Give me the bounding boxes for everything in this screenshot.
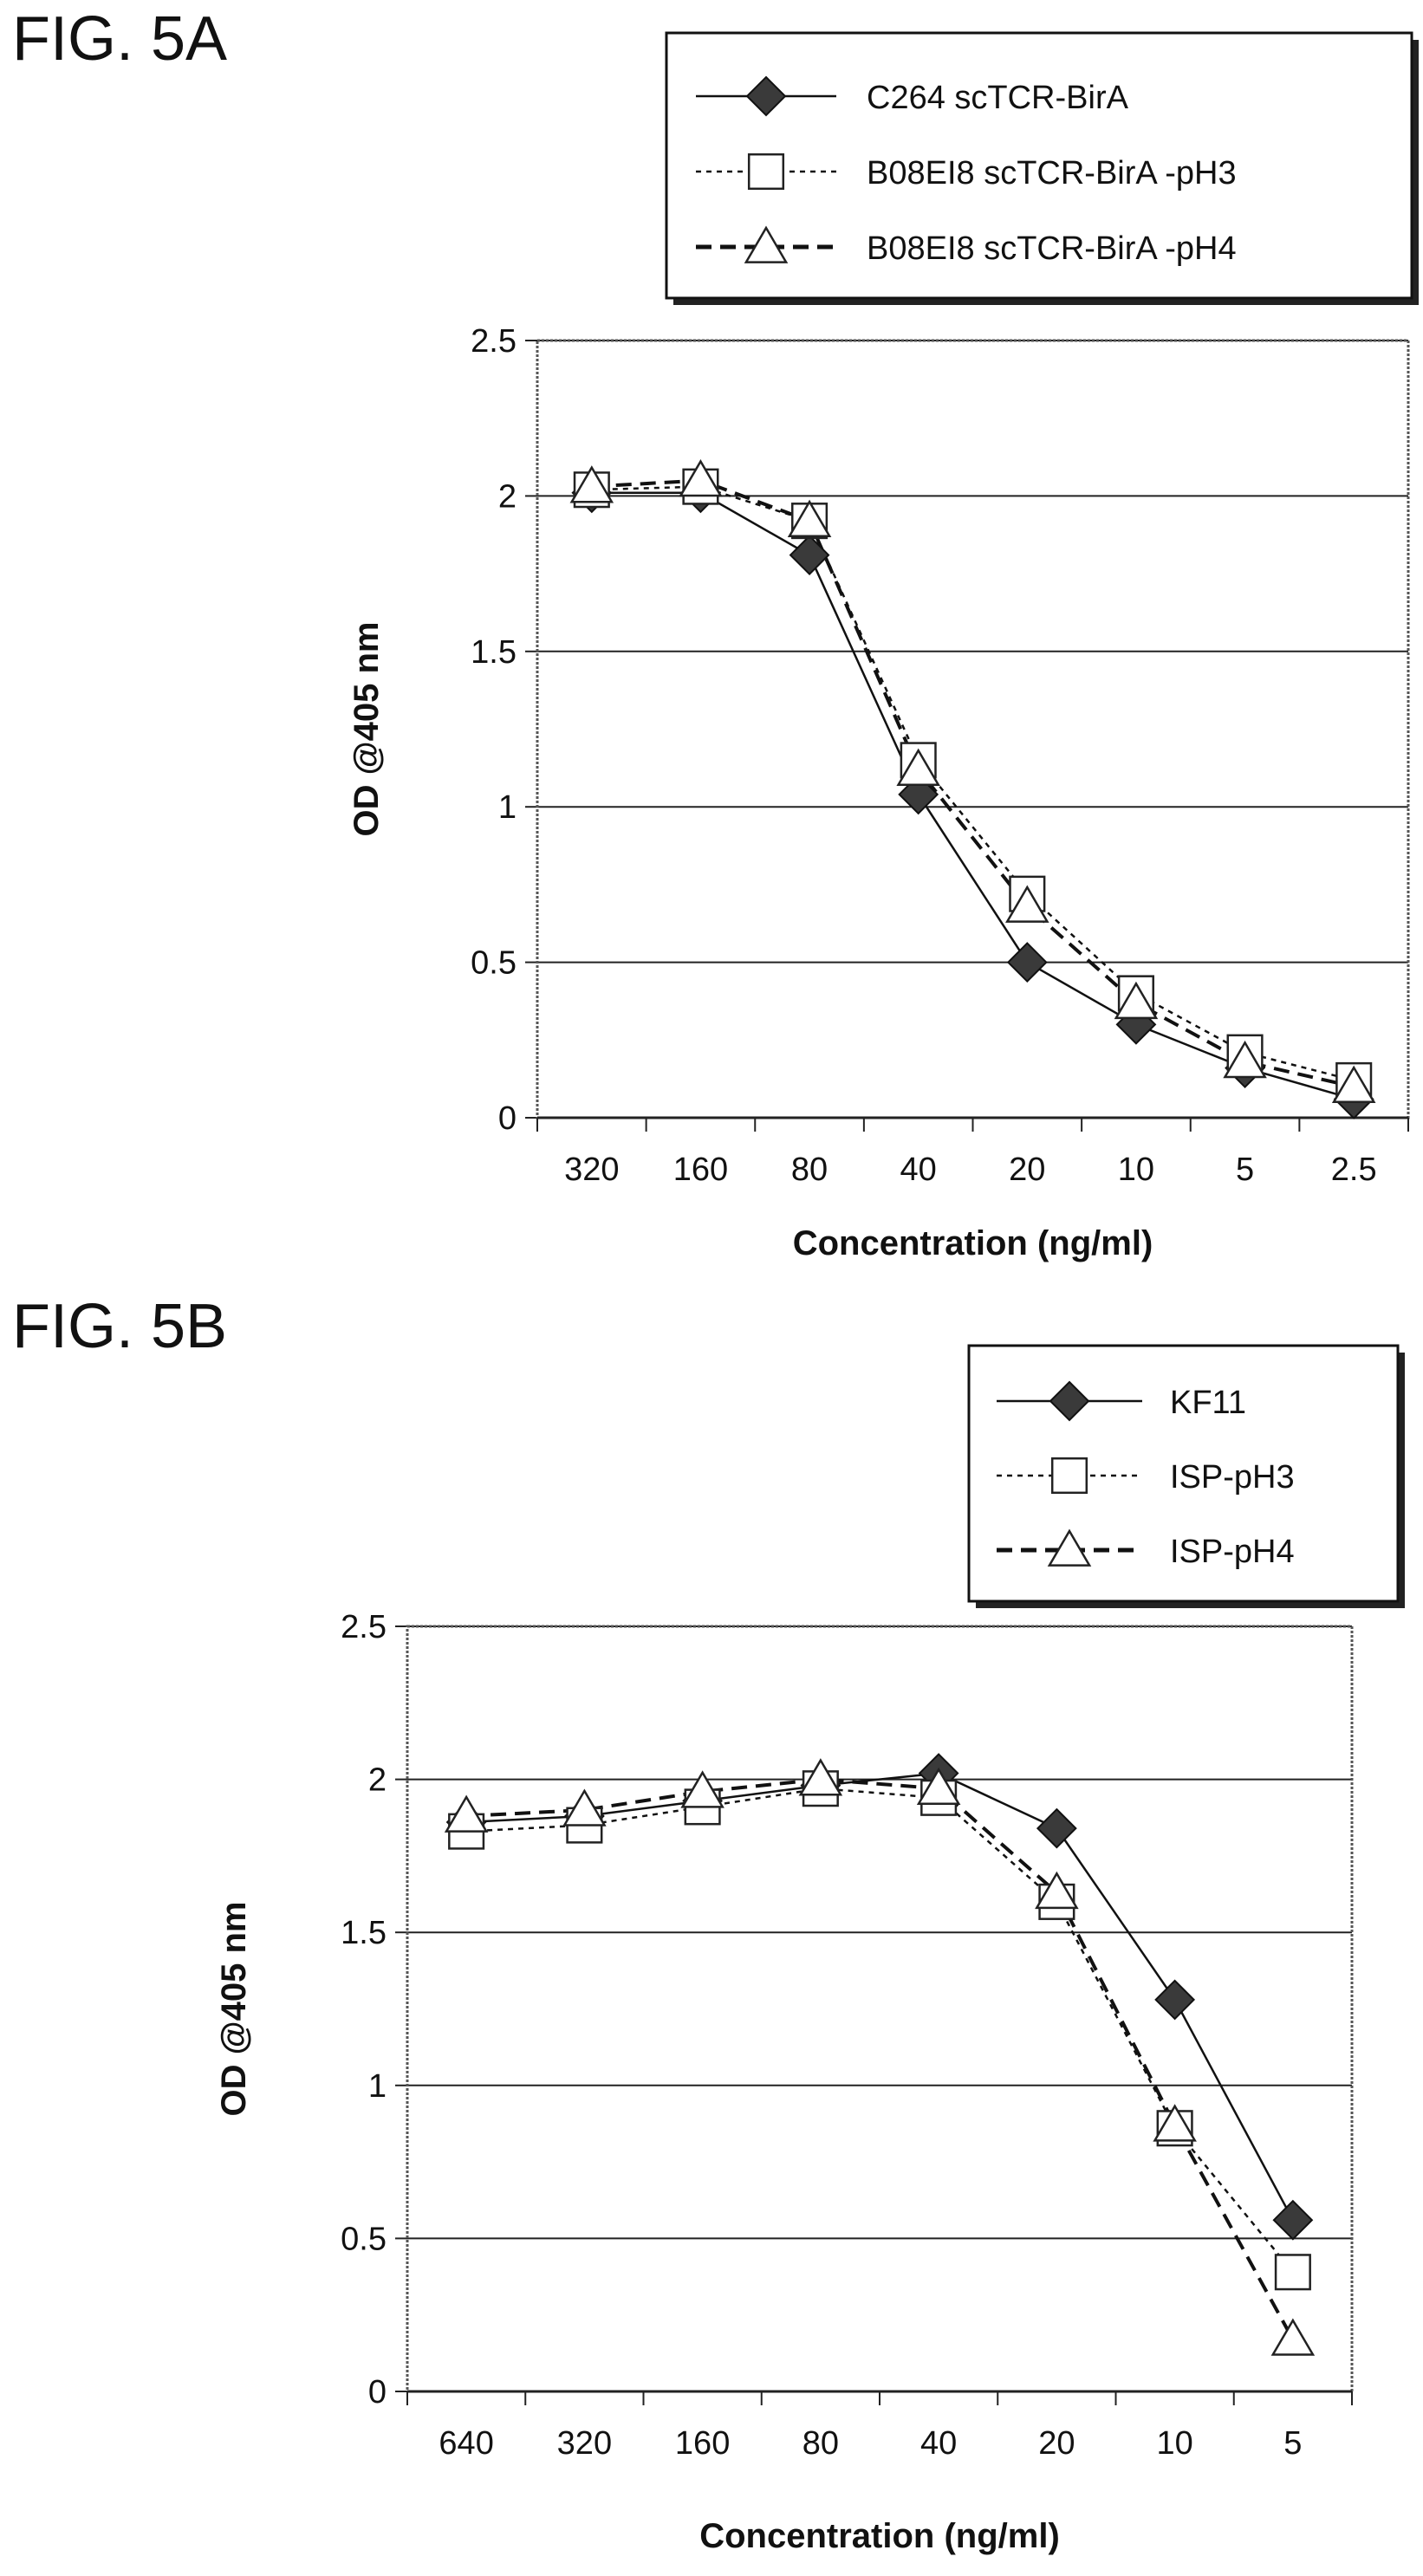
x-tick-label: 5 (1283, 2425, 1302, 2462)
data-point (1272, 2199, 1314, 2241)
data-point (1223, 1040, 1267, 1079)
legend: KF11 ISP-pH3 ISP-pH4 (967, 1344, 1405, 1608)
data-point (787, 499, 832, 537)
x-axis-title: Concentration (ng/ml) (699, 2517, 1060, 2555)
data-point (569, 465, 614, 503)
x-tick-label: 20 (1009, 1152, 1045, 1188)
legend: C264 scTCR-BirA B08EI8 scTCR-BirA -pH3 B08… (665, 31, 1419, 305)
legend-marker (744, 225, 789, 263)
data-point (1036, 1807, 1077, 1849)
plot-frame (536, 339, 1410, 1119)
data-point (1274, 2254, 1311, 2291)
data-point (444, 1794, 489, 1833)
y-tick-label: 1 (368, 2068, 387, 2105)
legend-box (967, 1344, 1400, 1603)
y-axis-title: OD @405 nm (348, 622, 386, 837)
data-point (1331, 1065, 1376, 1103)
data-point (1270, 2318, 1316, 2356)
series-markers-triangle (444, 1758, 1316, 2356)
plot-area (407, 1626, 1352, 2391)
x-tick-label: 2.5 (1331, 1152, 1377, 1188)
chart-5b: 0 0.5 1 1.5 2 2.5 640 320 160 80 40 20 10 5 Concentrat… (215, 1344, 1405, 2555)
x-tick-label: 80 (802, 2425, 839, 2462)
data-point (789, 535, 830, 575)
x-tick-label: 10 (1118, 1152, 1154, 1188)
data-point (916, 1767, 961, 1806)
legend-entry-label: ISP-pH3 (1170, 1459, 1295, 1496)
y-tick-label: 0 (368, 2374, 387, 2411)
x-tick-label: 640 (439, 2425, 493, 2462)
data-point (1114, 981, 1159, 1020)
data-point (1154, 1979, 1196, 2021)
x-tick-label: 160 (673, 1152, 728, 1188)
y-tick-label: 0 (498, 1100, 517, 1137)
y-tick-label: 0.5 (341, 2221, 387, 2257)
data-point (680, 1770, 724, 1808)
series-diamond (466, 1772, 1294, 2221)
data-point (896, 748, 940, 786)
y-tick-label: 2.5 (341, 1609, 387, 1645)
chart-5a: 0 0.5 1 1.5 2 2.5 320 160 80 40 20 10 5 2.5 Concentrat… (348, 31, 1419, 1262)
data-point (1006, 942, 1048, 983)
data-point (1153, 2104, 1197, 2142)
data-point (679, 458, 723, 497)
legend-marker (745, 75, 787, 117)
series-square (466, 1787, 1294, 2274)
x-tick-label: 320 (557, 2425, 612, 2462)
data-point (798, 1758, 843, 1796)
series-line (466, 1787, 1294, 2274)
series-line (466, 1772, 1294, 2221)
legend-marker (1047, 1528, 1092, 1567)
figure-label-5b: FIG. 5B (12, 1292, 228, 1361)
data-point (1005, 885, 1049, 923)
y-tick-label: 0.5 (471, 945, 517, 982)
data-point (562, 1788, 607, 1827)
series-line (466, 1777, 1295, 2340)
y-tick-label: 2.5 (471, 323, 517, 360)
figure-label-5a: FIG. 5A (12, 4, 228, 74)
y-axis-title: OD @405 nm (215, 1902, 253, 2117)
x-tick-label: 5 (1236, 1152, 1254, 1188)
legend-marker (1049, 1380, 1090, 1422)
data-point (1035, 1871, 1079, 1910)
plot-area (537, 341, 1408, 1118)
y-tick-label: 1.5 (341, 1915, 387, 1951)
x-tick-label: 80 (791, 1152, 828, 1188)
x-axis-title: Concentration (ng/ml) (793, 1224, 1153, 1262)
x-tick-label: 10 (1156, 2425, 1192, 2462)
x-tick-label: 320 (564, 1152, 619, 1188)
legend-entry-label: B08EI8 scTCR-BirA -pH4 (867, 230, 1237, 267)
x-tick-label: 40 (900, 1152, 937, 1188)
y-tick-label: 1 (498, 789, 517, 826)
legend-box (665, 31, 1413, 300)
series-markers-triangle (569, 458, 1376, 1103)
legend-entry-label: KF11 (1170, 1385, 1246, 1421)
x-tick-label: 20 (1038, 2425, 1075, 2462)
x-tick-label: 160 (675, 2425, 730, 2462)
x-tick-label: 40 (920, 2425, 957, 2462)
y-tick-label: 2 (368, 1762, 387, 1799)
legend-marker (747, 152, 785, 191)
y-tick-label: 2 (498, 478, 517, 515)
legend-marker (1050, 1457, 1088, 1495)
y-tick-label: 1.5 (471, 634, 517, 671)
series-triangle (466, 1777, 1295, 2340)
legend-entry-label: C264 scTCR-BirA (867, 80, 1129, 116)
legend-entry-label: B08EI8 scTCR-BirA -pH3 (867, 155, 1237, 191)
legend-entry-label: ISP-pH4 (1170, 1534, 1295, 1570)
